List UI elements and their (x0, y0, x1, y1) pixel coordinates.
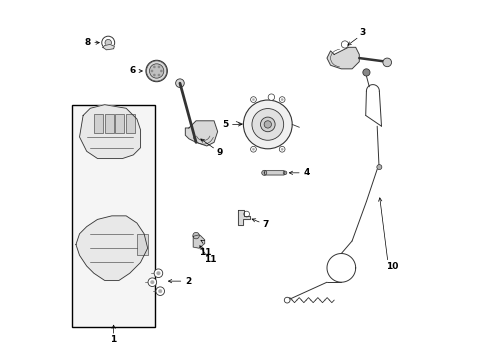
Bar (104, 114, 113, 134)
Circle shape (145, 60, 167, 82)
Text: 5: 5 (222, 120, 228, 129)
Text: 1: 1 (110, 335, 117, 344)
Circle shape (192, 232, 199, 239)
Circle shape (244, 211, 249, 217)
Bar (137, 234, 147, 255)
Circle shape (175, 79, 184, 87)
Circle shape (154, 269, 163, 278)
Circle shape (376, 165, 381, 170)
Circle shape (261, 170, 266, 175)
Bar (72, 105, 155, 327)
Circle shape (150, 280, 154, 284)
Circle shape (148, 278, 156, 287)
Circle shape (284, 297, 289, 303)
Text: 9: 9 (216, 148, 222, 157)
Circle shape (252, 99, 254, 101)
Circle shape (250, 97, 256, 103)
Text: 7: 7 (262, 220, 269, 229)
Circle shape (156, 287, 164, 296)
Circle shape (267, 94, 274, 100)
Circle shape (243, 100, 292, 149)
Polygon shape (76, 216, 147, 280)
Circle shape (105, 40, 111, 46)
Circle shape (382, 58, 391, 67)
Circle shape (158, 289, 162, 293)
Text: 10: 10 (385, 262, 398, 271)
Circle shape (260, 117, 275, 132)
Bar (115, 114, 124, 134)
Text: 2: 2 (184, 276, 191, 285)
Polygon shape (238, 211, 249, 225)
Circle shape (279, 147, 285, 152)
Text: 11: 11 (204, 256, 216, 265)
Circle shape (158, 66, 160, 68)
Polygon shape (185, 121, 217, 146)
Text: 8: 8 (84, 38, 91, 47)
Bar (126, 114, 135, 134)
Circle shape (362, 69, 369, 76)
Circle shape (341, 41, 348, 48)
Polygon shape (80, 105, 140, 158)
Circle shape (153, 66, 155, 68)
Polygon shape (264, 171, 285, 175)
Text: 6: 6 (129, 67, 135, 76)
Circle shape (251, 109, 283, 140)
Circle shape (281, 99, 283, 101)
Circle shape (156, 271, 160, 275)
Circle shape (250, 147, 256, 152)
Polygon shape (102, 44, 114, 50)
Polygon shape (326, 47, 359, 69)
Bar (94, 114, 102, 134)
Circle shape (283, 171, 286, 175)
Circle shape (149, 64, 163, 78)
Text: 11: 11 (199, 248, 211, 257)
Circle shape (279, 97, 285, 103)
Text: 4: 4 (303, 168, 309, 177)
Circle shape (158, 74, 160, 76)
Circle shape (102, 36, 115, 49)
Circle shape (264, 121, 271, 128)
Circle shape (160, 70, 162, 72)
Circle shape (252, 148, 254, 150)
Circle shape (153, 74, 155, 76)
Circle shape (151, 70, 153, 72)
Polygon shape (193, 235, 204, 248)
Circle shape (281, 148, 283, 150)
Text: 3: 3 (359, 28, 365, 37)
